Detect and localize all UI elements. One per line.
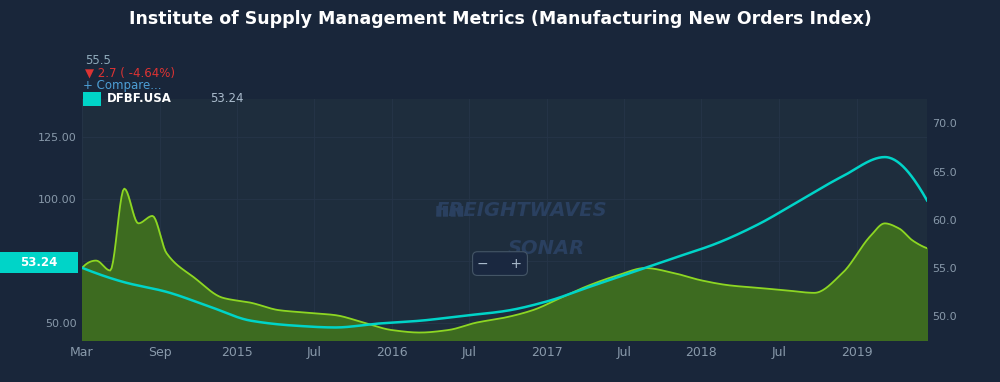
Text: FREIGHTWAVES: FREIGHTWAVES bbox=[436, 201, 607, 220]
Text: 53.24: 53.24 bbox=[210, 92, 244, 105]
Text: 53.24: 53.24 bbox=[20, 256, 58, 269]
Text: SONAR: SONAR bbox=[508, 239, 585, 258]
Text: ▼ 2.7 ( -4.64%): ▼ 2.7 ( -4.64%) bbox=[85, 67, 175, 80]
Text: −     +: − + bbox=[477, 257, 523, 270]
Text: 55.5: 55.5 bbox=[85, 54, 111, 67]
Text: DFBF.USA: DFBF.USA bbox=[107, 92, 172, 105]
Text: + Compare...: + Compare... bbox=[83, 79, 162, 92]
Text: Institute of Supply Management Metrics (Manufacturing New Orders Index): Institute of Supply Management Metrics (… bbox=[129, 10, 871, 28]
Text: ▮▮▮▮: ▮▮▮▮ bbox=[434, 203, 465, 217]
